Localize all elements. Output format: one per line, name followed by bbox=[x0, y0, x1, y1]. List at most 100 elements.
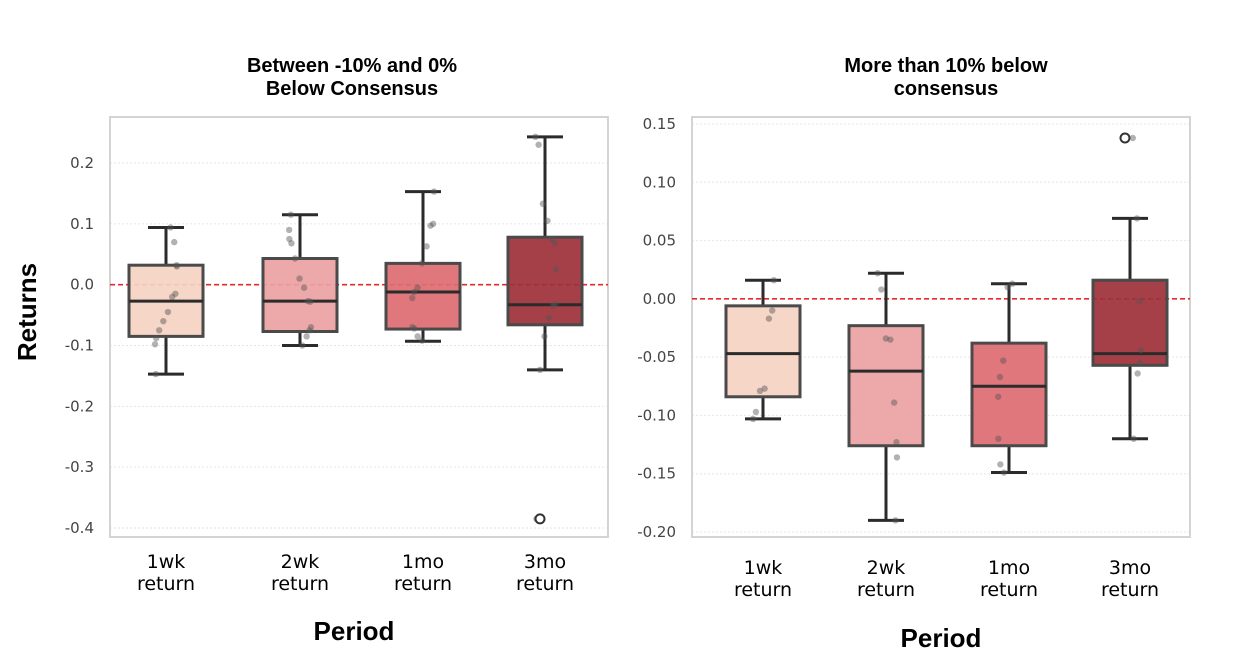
x-tick-label: 2wk bbox=[281, 551, 320, 573]
iqr-box bbox=[384, 261, 462, 331]
data-point bbox=[532, 133, 539, 141]
data-point bbox=[418, 337, 426, 344]
data-point bbox=[552, 266, 560, 273]
plot-frame bbox=[109, 116, 609, 538]
y-tick-label: 0.00 bbox=[643, 290, 676, 308]
data-point bbox=[549, 302, 557, 310]
data-point bbox=[1129, 134, 1136, 142]
y-tick-label: 0.2 bbox=[70, 154, 94, 172]
y-tick-label: -0.10 bbox=[637, 406, 676, 424]
data-point bbox=[1004, 284, 1011, 291]
data-point bbox=[427, 222, 434, 229]
box-3mo bbox=[1091, 132, 1169, 442]
data-point bbox=[409, 324, 416, 331]
data-point bbox=[286, 235, 293, 243]
data-point bbox=[307, 298, 314, 305]
outlier-point bbox=[1119, 132, 1131, 144]
data-point bbox=[171, 238, 178, 246]
y-tick-label: -0.4 bbox=[65, 519, 94, 537]
data-point bbox=[409, 294, 416, 302]
data-point bbox=[164, 308, 172, 316]
data-point bbox=[1133, 215, 1141, 222]
data-point bbox=[429, 220, 437, 228]
data-point bbox=[418, 260, 426, 267]
y-tick-label: 0.1 bbox=[70, 215, 94, 233]
box-1mo bbox=[384, 188, 462, 344]
data-point bbox=[1136, 297, 1144, 305]
data-point bbox=[545, 314, 553, 322]
data-point bbox=[1000, 469, 1008, 476]
x-axis-label: Period bbox=[901, 623, 982, 653]
data-point bbox=[1137, 346, 1145, 354]
x-tick-label: 1wk bbox=[744, 557, 783, 579]
x-tick-label: 1wk bbox=[147, 551, 186, 573]
box-3mo bbox=[506, 133, 584, 525]
data-point bbox=[536, 366, 544, 374]
data-point bbox=[296, 275, 303, 282]
data-point bbox=[770, 277, 778, 284]
y-tick-label: -0.20 bbox=[637, 523, 676, 541]
data-point bbox=[291, 255, 299, 262]
data-point bbox=[423, 243, 430, 250]
data-point bbox=[890, 399, 898, 406]
data-point bbox=[749, 415, 757, 423]
data-point bbox=[552, 300, 559, 308]
iqr-box bbox=[261, 257, 339, 334]
data-point bbox=[410, 288, 418, 296]
data-point bbox=[893, 439, 900, 446]
y-tick-label: -0.3 bbox=[65, 458, 94, 476]
x-tick-label: return bbox=[516, 573, 574, 595]
data-point bbox=[303, 333, 310, 340]
y-tick-label: -0.05 bbox=[637, 348, 676, 366]
x-tick-label: 3mo bbox=[1109, 557, 1151, 579]
data-point bbox=[535, 141, 542, 148]
outlier-point bbox=[534, 513, 546, 525]
chart-title: Below Consensus bbox=[266, 78, 438, 100]
chart-title: consensus bbox=[894, 78, 998, 100]
data-point bbox=[995, 435, 1002, 442]
data-point bbox=[887, 336, 894, 343]
iqr-box bbox=[970, 341, 1048, 448]
x-tick-label: 1mo bbox=[402, 551, 444, 573]
data-point bbox=[1134, 370, 1141, 377]
box-1wk bbox=[724, 277, 802, 423]
x-tick-label: 3mo bbox=[524, 551, 566, 573]
data-point bbox=[307, 324, 315, 331]
y-tick-label: 0.10 bbox=[643, 173, 676, 191]
data-point bbox=[756, 387, 764, 395]
box-1mo bbox=[970, 280, 1048, 476]
data-point bbox=[548, 235, 555, 243]
x-tick-label: 1mo bbox=[988, 557, 1030, 579]
data-point bbox=[152, 370, 159, 378]
data-point bbox=[306, 327, 313, 334]
data-point bbox=[410, 325, 418, 332]
x-tick-label: return bbox=[980, 579, 1038, 601]
x-tick-label: return bbox=[1101, 579, 1159, 601]
y-tick-label: -0.15 bbox=[637, 465, 676, 483]
data-point bbox=[761, 385, 768, 392]
y-axis-label: Returns bbox=[12, 263, 42, 361]
y-tick-label: 0.0 bbox=[70, 276, 94, 294]
y-tick-label: 0.15 bbox=[643, 115, 676, 133]
data-point bbox=[287, 211, 295, 218]
data-point bbox=[172, 290, 179, 297]
y-tick-label: -0.2 bbox=[65, 397, 94, 415]
data-point bbox=[151, 341, 159, 348]
data-point bbox=[299, 342, 306, 349]
data-point bbox=[160, 317, 167, 325]
data-point bbox=[1009, 280, 1016, 287]
y-tick-label: 0.05 bbox=[643, 232, 676, 250]
data-point bbox=[874, 270, 881, 277]
x-tick-label: return bbox=[734, 579, 792, 601]
data-point bbox=[878, 286, 885, 293]
data-point bbox=[996, 373, 1004, 381]
data-point bbox=[1000, 357, 1007, 364]
box-2wk bbox=[847, 270, 925, 524]
chart-title: More than 10% below bbox=[844, 55, 1048, 77]
data-point bbox=[551, 240, 558, 247]
x-tick-label: return bbox=[271, 573, 329, 595]
box-1wk bbox=[127, 224, 205, 378]
data-point bbox=[430, 188, 438, 195]
x-axis-label: Period bbox=[314, 616, 395, 646]
